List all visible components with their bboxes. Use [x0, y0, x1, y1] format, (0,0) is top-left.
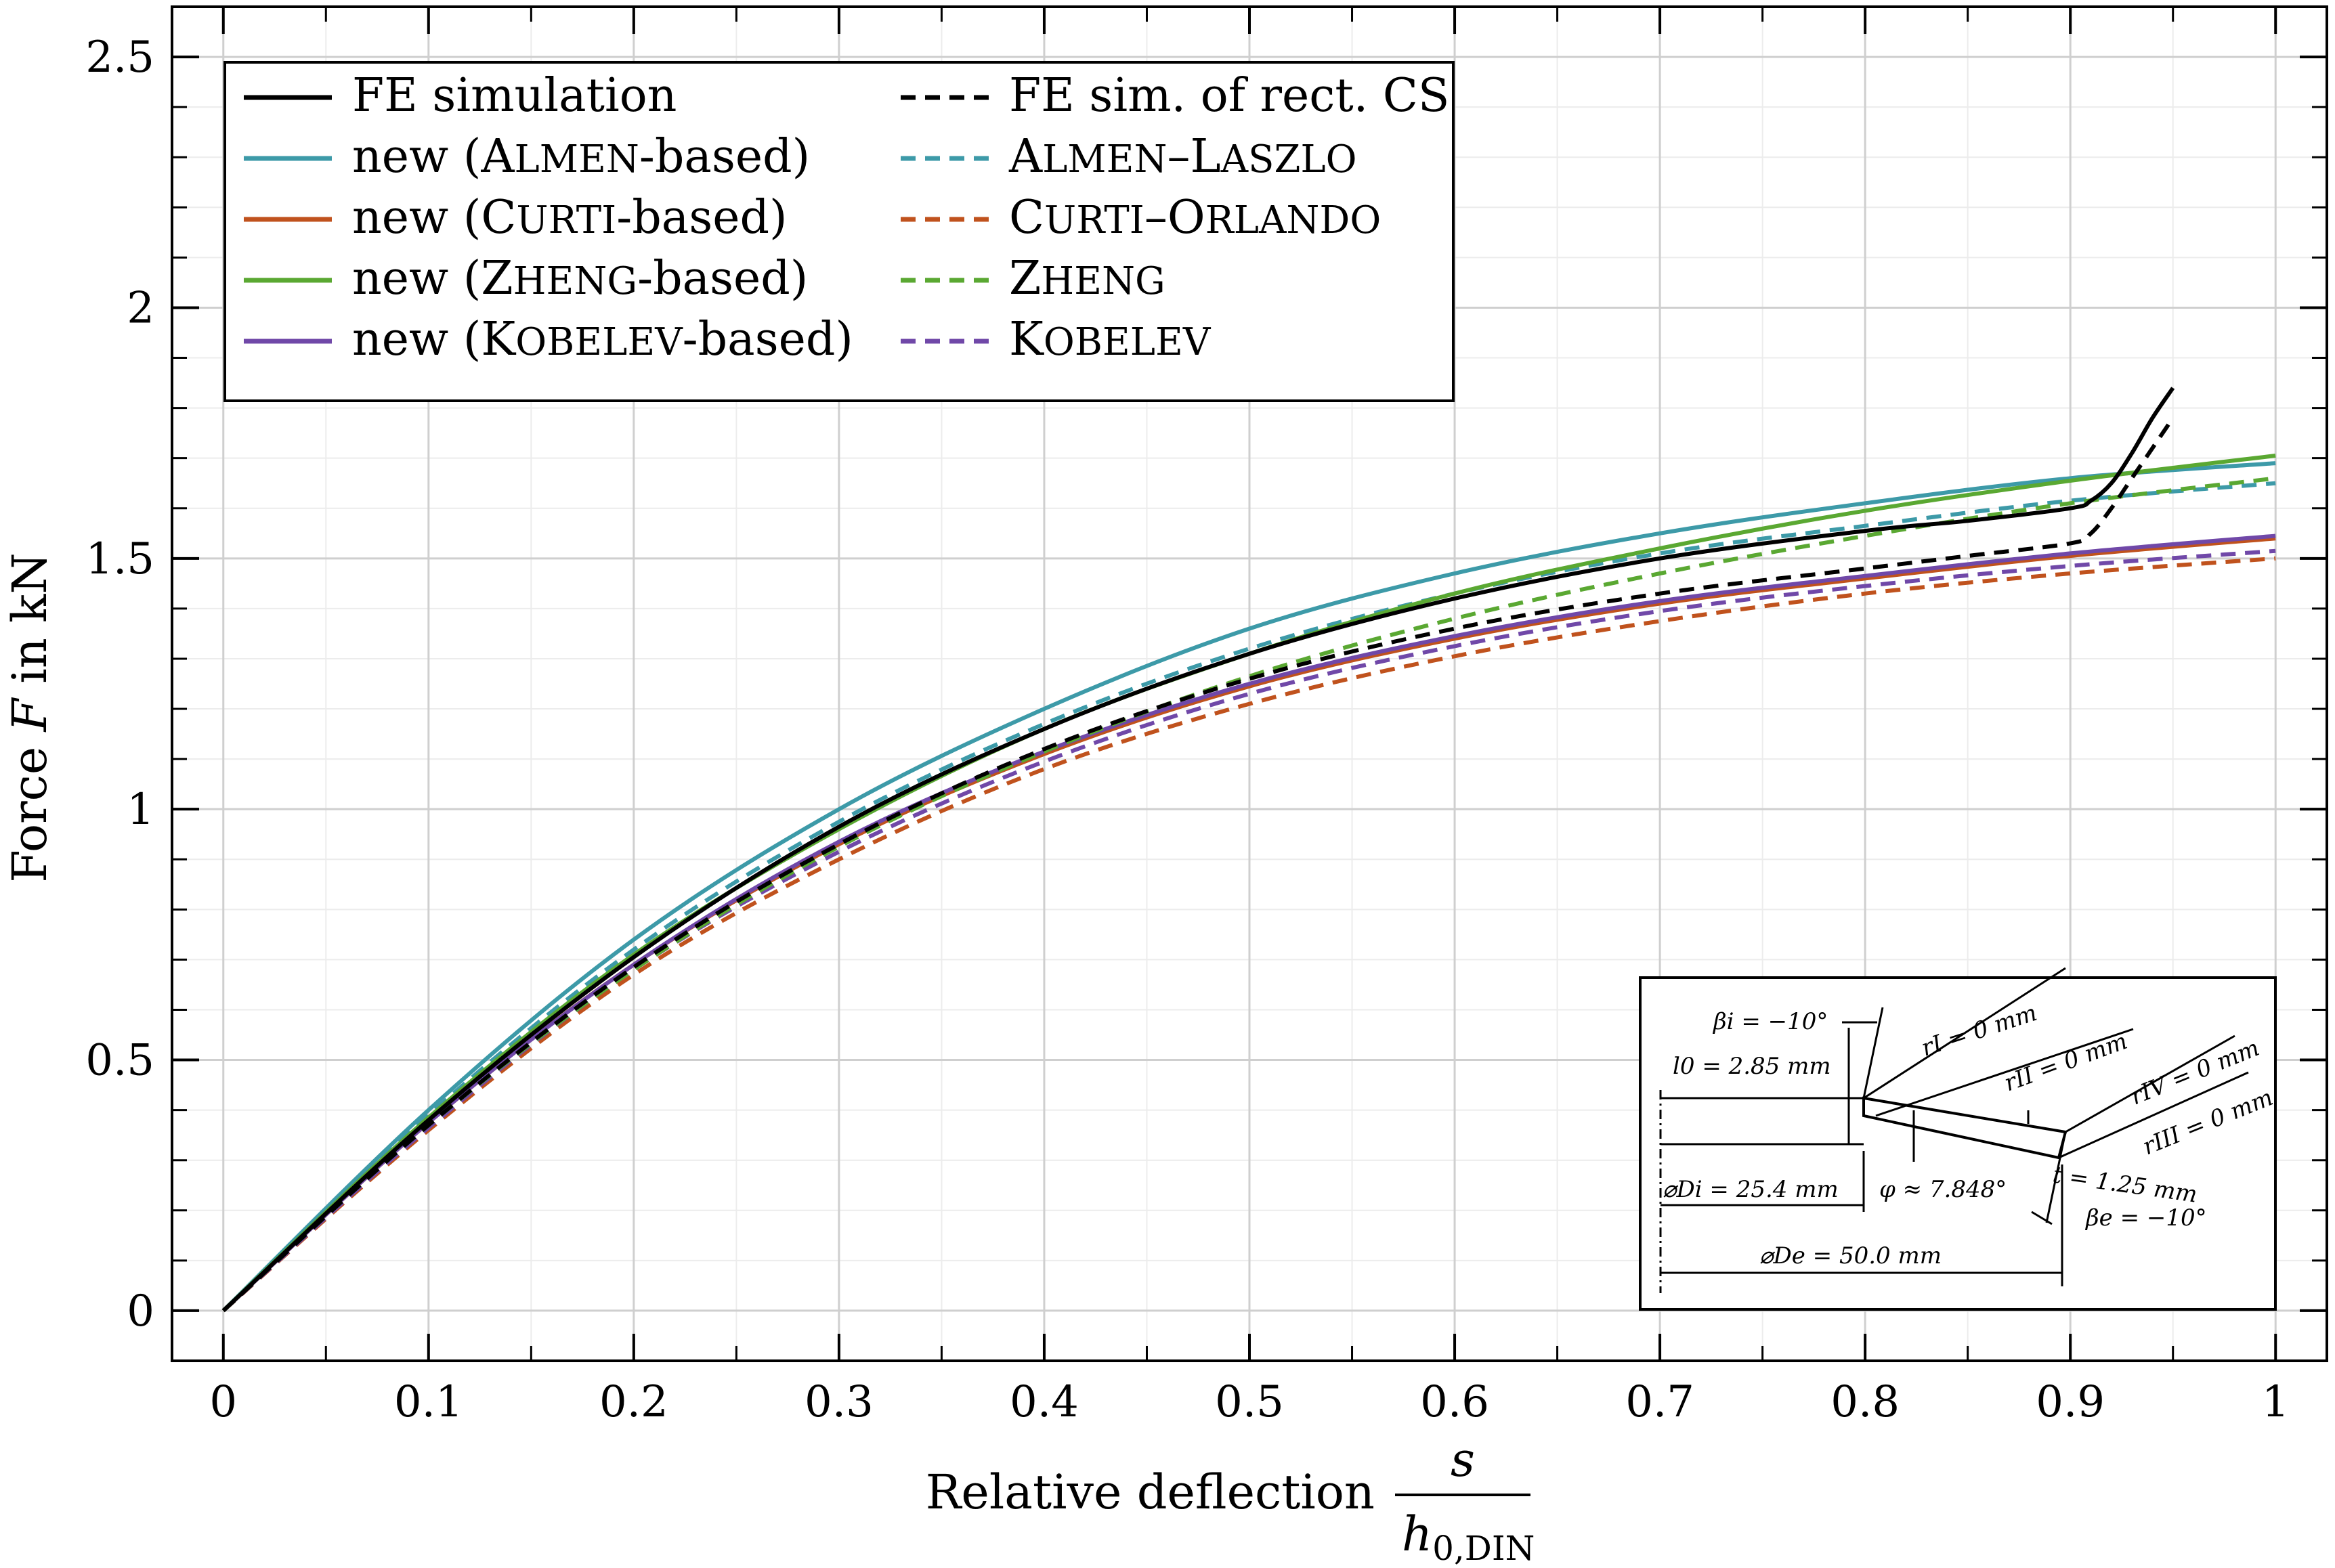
x-tick-label: 0.2: [599, 1377, 668, 1427]
series-line-fe-sim-of-rect-cs: [221, 416, 2175, 1313]
series-line-new-kobelev-based: [221, 533, 2276, 1313]
legend-label-almen-laszlo: ALMEN–LASZLO: [1008, 130, 1356, 183]
tick-labels: 0 0.1 0.2 0.3 0.4 0.5 0.6 0.7 0.8 0.9 1 0 0.5 1 1.5 2 2.…: [85, 32, 2289, 1427]
series-line-almen-laszlo: [221, 481, 2276, 1313]
y-tick-label: 2: [127, 283, 154, 333]
series-layer: [221, 387, 2276, 1313]
inset-Di: ⌀Di = 25.4 mm: [1663, 1176, 1839, 1203]
y-tick-label: 1: [127, 785, 154, 835]
legend-label-fe-simulation: FE simulation: [352, 69, 677, 123]
y-tick-label: 1.5: [85, 534, 154, 584]
x-tick-label: 0.8: [1830, 1377, 1900, 1427]
inset-beta-i: βi = −10°: [1712, 1008, 1828, 1035]
y-tick-label: 2.5: [85, 32, 154, 83]
legend-label-curti-orlando: CURTI–ORLANDO: [1009, 191, 1381, 244]
x-axis-label-text: Relative deflection: [926, 1464, 1375, 1520]
x-tick-label: 0.4: [1010, 1377, 1079, 1427]
y-axis-label: Force F in kN: [2, 552, 58, 882]
legend-label-zheng: ZHENG: [1009, 252, 1165, 305]
x-axis-label: Relative deflection s h0,DIN: [926, 1432, 1535, 1568]
x-tick-label: 0.5: [1215, 1377, 1284, 1427]
series-line-kobelev: [221, 548, 2276, 1313]
legend-label-new-kobelev-based: new (KOBELEV-based): [352, 313, 853, 366]
x-tick-label: 0.1: [394, 1377, 463, 1427]
legend-label-new-curti-based: new (CURTI-based): [352, 191, 788, 244]
x-axis-fraction-numerator: s: [1451, 1432, 1475, 1487]
x-tick-label: 1: [2262, 1377, 2290, 1427]
legend-label-new-almen-based: new (ALMEN-based): [352, 130, 810, 183]
y-tick-label: 0: [127, 1286, 154, 1336]
inset-l0: l0 = 2.85 mm: [1673, 1053, 1831, 1080]
inset-geometry: [1659, 967, 2249, 1293]
x-tick-label: 0.6: [1420, 1377, 1489, 1427]
legend-label-new-zheng-based: new (ZHENG-based): [352, 252, 808, 305]
series-line-fe-simulation: [221, 387, 2175, 1313]
inset-phi: φ ≈ 7.848°: [1879, 1176, 2007, 1203]
x-tick-label: 0.3: [805, 1377, 874, 1427]
x-tick-label: 0: [209, 1377, 237, 1427]
inset-De: ⌀De = 50.0 mm: [1759, 1242, 1942, 1269]
inset-beta-e: βe = −10°: [2084, 1204, 2207, 1232]
cross-section-inset: βi = −10° rI = 0 mm l0 = 2.85 mm rII = 0…: [1639, 967, 2277, 1311]
legend-box: [223, 61, 1455, 402]
y-tick-label: 0.5: [85, 1036, 154, 1086]
legend-label-kobelev: KOBELEV: [1009, 313, 1212, 366]
series-line-curti-orlando: [221, 556, 2276, 1313]
axis-ticks: [172, 7, 2327, 1361]
x-tick-label: 0.9: [2036, 1377, 2105, 1427]
x-tick-label: 0.7: [1625, 1377, 1694, 1427]
legend-label-fe-sim-of-rect-cs: FE sim. of rect. CS: [1009, 69, 1450, 123]
x-axis-fraction-denominator: h0,DIN: [1402, 1506, 1535, 1568]
legend: FE simulation FE sim. of rect. CS new (ALM…: [223, 61, 1455, 402]
series-line-new-almen-based: [221, 461, 2276, 1313]
